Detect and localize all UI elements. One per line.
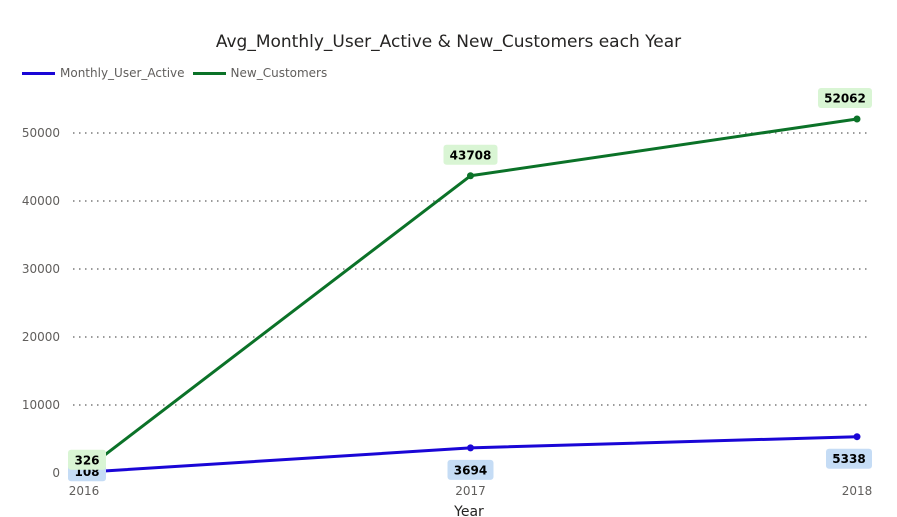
data-label-monthly-user-active-2018: 5338	[832, 452, 865, 466]
gridlines	[73, 132, 870, 406]
legend-item-monthly-user-active[interactable]: Monthly_User_Active	[22, 66, 185, 80]
chart-title: Avg_Monthly_User_Active & New_Customers …	[215, 32, 682, 52]
legend-swatch-new-customers	[192, 71, 226, 75]
data-point-new-customers-2018	[853, 115, 861, 123]
y-tick-label-50000: 50000	[22, 126, 60, 140]
y-tick-label-20000: 20000	[22, 330, 60, 344]
legend-swatch-monthly-user-active	[22, 71, 55, 75]
data-label-new-customers-2016: 326	[74, 453, 99, 467]
series-lines	[80, 115, 861, 476]
series-line-new-customers	[83, 117, 858, 472]
x-tick-label-2017: 2017	[455, 484, 486, 498]
y-tick-label-0: 0	[52, 466, 60, 480]
data-label-bg-new-customers-2017	[443, 144, 498, 165]
legend-item-new-customers[interactable]: New_Customers	[192, 66, 328, 80]
data-point-new-customers-2017	[467, 172, 474, 180]
data-point-monthly-user-active-2017	[467, 444, 474, 452]
data-label-bg-monthly-user-active-2017	[447, 459, 494, 480]
data-label-new-customers-2017: 43708	[450, 148, 492, 162]
legend: Monthly_User_Active New_Customers	[22, 66, 335, 80]
data-label-bg-new-customers-2018	[818, 87, 872, 108]
data-label-new-customers-2018: 52062	[824, 91, 866, 105]
y-tick-label-40000: 40000	[22, 194, 60, 208]
y-tick-label-30000: 30000	[22, 262, 60, 276]
legend-label-monthly-user-active: Monthly_User_Active	[60, 66, 185, 80]
legend-label-new-customers: New_Customers	[230, 66, 328, 80]
y-axis: 0 10000 20000 30000 40000 50000	[22, 126, 60, 480]
data-label-monthly-user-active-2017: 3694	[454, 463, 487, 477]
x-axis: 2016 2017 2018	[69, 484, 873, 498]
x-axis-title: Year	[453, 504, 484, 517]
data-label-bg-monthly-user-active-2018	[826, 448, 872, 469]
data-label-bg-new-customers-2016	[68, 449, 106, 470]
x-tick-label-2018: 2018	[842, 484, 873, 498]
x-tick-label-2016: 2016	[69, 484, 100, 498]
y-tick-label-10000: 10000	[22, 398, 60, 412]
data-point-monthly-user-active-2018	[853, 433, 861, 441]
